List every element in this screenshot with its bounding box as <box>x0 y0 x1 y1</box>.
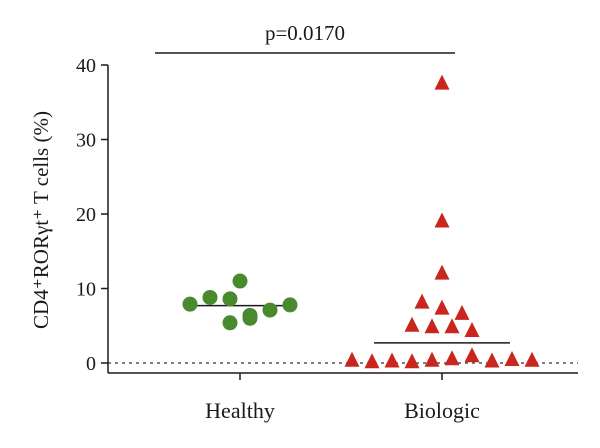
data-point-triangle <box>484 352 500 368</box>
data-point-triangle <box>454 304 470 320</box>
data-point-triangle <box>464 347 480 363</box>
data-point-triangle <box>364 353 380 369</box>
data-point-triangle <box>344 351 360 367</box>
data-point-triangle <box>444 350 460 366</box>
data-point-circle <box>232 273 248 289</box>
data-point-triangle <box>444 318 460 334</box>
data-points <box>182 74 540 369</box>
data-point-triangle <box>404 316 420 332</box>
data-point-triangle <box>384 352 400 368</box>
y-tick-label: 40 <box>76 55 96 77</box>
data-point-circle <box>202 289 218 305</box>
category-labels: Healthy Biologic <box>205 398 480 423</box>
y-tick-label: 20 <box>76 204 96 226</box>
data-point-circle <box>222 291 238 307</box>
data-point-triangle <box>504 351 520 367</box>
y-tick-label: 30 <box>76 130 96 152</box>
data-point-triangle <box>404 353 420 369</box>
data-point-triangle <box>424 318 440 334</box>
p-value-label: p=0.0170 <box>265 21 345 45</box>
axes: 0 10 20 30 40 <box>76 55 578 380</box>
data-point-circle <box>282 297 298 313</box>
data-point-circle <box>262 302 278 318</box>
data-point-triangle <box>414 293 430 309</box>
y-axis-title: CD4⁺RORγt⁺ T cells (%) <box>29 111 53 329</box>
y-tick-label: 10 <box>76 279 96 301</box>
data-point-triangle <box>434 212 450 228</box>
data-point-triangle <box>434 299 450 315</box>
y-tick-label: 0 <box>86 353 96 375</box>
data-point-circle <box>242 310 258 326</box>
data-point-triangle <box>434 74 450 90</box>
data-point-triangle <box>434 264 450 280</box>
data-point-triangle <box>464 321 480 337</box>
x-category-label: Healthy <box>205 398 275 423</box>
data-point-circle <box>182 296 198 312</box>
x-category-label: Biologic <box>404 398 480 423</box>
data-point-triangle <box>424 351 440 367</box>
data-point-circle <box>222 315 238 331</box>
significance-annotation: p=0.0170 <box>155 21 455 54</box>
data-point-triangle <box>524 351 540 367</box>
